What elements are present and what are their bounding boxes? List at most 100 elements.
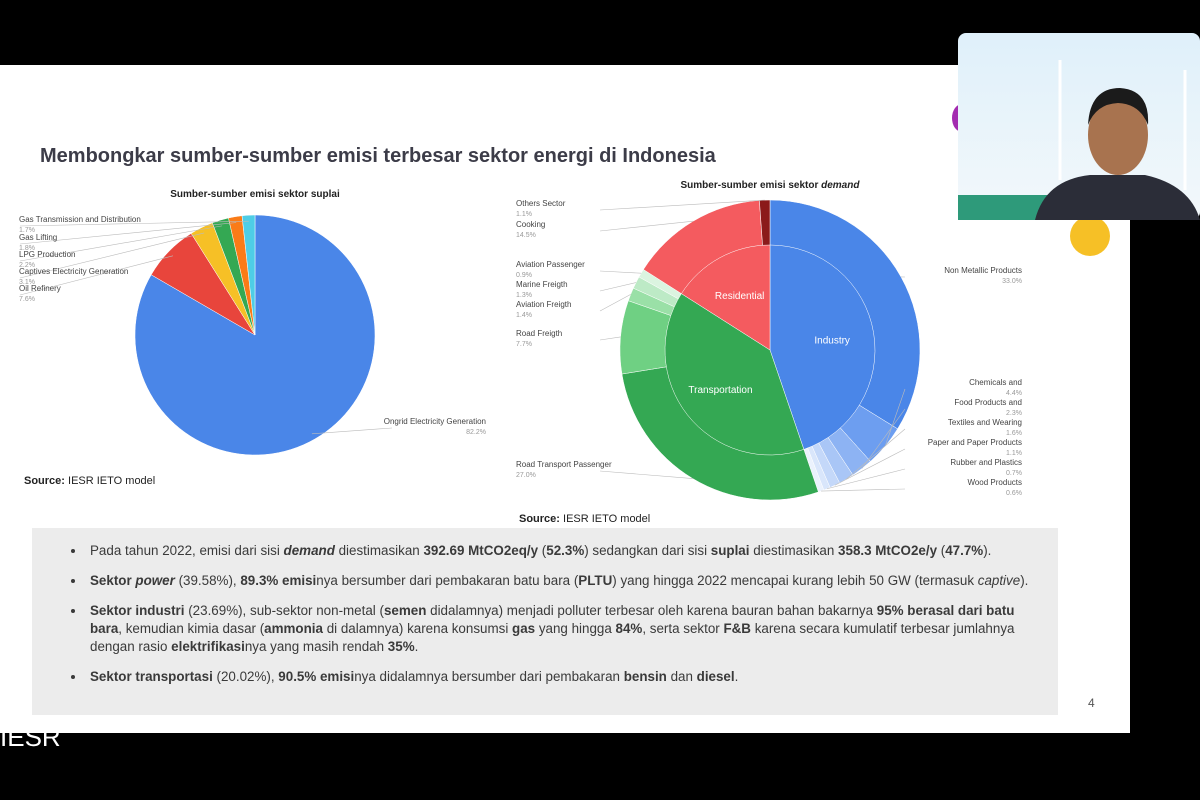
slice-value: 1.3% bbox=[516, 292, 532, 299]
bullet: Sektor transportasi (20.02%), 90.5% emis… bbox=[86, 668, 1038, 686]
text-run: elektrifikasi bbox=[171, 639, 245, 654]
leader-line bbox=[884, 388, 906, 447]
pie-slice bbox=[241, 214, 256, 336]
slice-label: Non Metallic Products bbox=[944, 266, 1022, 275]
logo: IESR bbox=[0, 722, 61, 752]
leader-line bbox=[821, 488, 906, 492]
chart-title: Sumber-sumber emisi sektor suplai bbox=[170, 189, 340, 200]
slice-value: 82.2% bbox=[466, 429, 486, 436]
slice-value: 7.7% bbox=[516, 341, 532, 348]
slice-value: 1.4% bbox=[516, 312, 532, 319]
webcam-feed bbox=[958, 33, 1200, 220]
text-run: ). bbox=[1020, 573, 1029, 588]
text-run: ) yang hingga 2022 mencapai kurang lebih… bbox=[612, 573, 978, 588]
leader-line bbox=[19, 222, 237, 245]
text-run: demand bbox=[283, 543, 335, 558]
sunburst-group bbox=[664, 293, 805, 456]
slice-value: 0.6% bbox=[1006, 490, 1022, 497]
group-label: Transportation bbox=[688, 385, 752, 396]
leader-line bbox=[19, 220, 249, 227]
text-run: 35% bbox=[387, 639, 415, 654]
slice-label: Food Products and bbox=[954, 398, 1022, 407]
slice-label: Ongrid Electricity Generation bbox=[384, 417, 486, 426]
leader-line bbox=[311, 427, 393, 435]
slice-value: 0.9% bbox=[516, 272, 532, 279]
text-run: ( bbox=[538, 543, 547, 558]
slice-label: Gas Lifting bbox=[19, 233, 57, 242]
slice-value: 33.0% bbox=[1002, 278, 1022, 285]
slice-value: 3.1% bbox=[19, 279, 35, 286]
slice-label: Gas Transmission and Distribution bbox=[19, 215, 141, 224]
text-run: captive bbox=[977, 573, 1021, 588]
text-run: diestimasikan bbox=[334, 543, 424, 558]
source: Source: IESR IETO model bbox=[519, 513, 650, 525]
slice-label: Oil Refinery bbox=[19, 284, 61, 293]
text-run: suplai bbox=[710, 543, 750, 558]
text-run: power bbox=[135, 573, 175, 588]
leader-line bbox=[599, 282, 637, 292]
leader-line bbox=[861, 408, 906, 469]
slice-value: 0.7% bbox=[1006, 470, 1022, 477]
sunburst-group bbox=[681, 244, 771, 351]
group-label: Industry bbox=[814, 336, 850, 347]
text-run: ) sedangkan dari sisi bbox=[584, 543, 711, 558]
text-run: . bbox=[414, 639, 419, 654]
sunburst-group bbox=[769, 244, 876, 450]
person-head bbox=[1088, 95, 1148, 175]
text-run: ). bbox=[983, 543, 992, 558]
leader-line bbox=[599, 470, 693, 479]
slice-label: Aviation Freigth bbox=[516, 300, 571, 309]
slice-label: Marine Freigth bbox=[516, 280, 568, 289]
text-run: , kemudian kimia dasar ( bbox=[118, 621, 265, 636]
slice-value: 1.1% bbox=[516, 211, 532, 218]
slice-label: Textiles and Wearing bbox=[948, 418, 1022, 427]
text-run: , serta sektor bbox=[642, 621, 724, 636]
slice-value: 14.5% bbox=[516, 232, 536, 239]
text-run: Source: bbox=[519, 513, 560, 525]
pie-slice bbox=[134, 214, 376, 456]
leader-line bbox=[19, 255, 174, 296]
slice-value: 2.3% bbox=[1006, 410, 1022, 417]
text-run: yang hingga bbox=[535, 621, 616, 636]
text-run: nya bersumber dari pembakaran batu bara … bbox=[316, 573, 579, 588]
text-run: (20.02%), bbox=[212, 669, 279, 684]
slice-value: 1.6% bbox=[1006, 430, 1022, 437]
text-run: 392.69 MtCO2eq/y bbox=[423, 543, 539, 558]
text-run: 52.3% bbox=[546, 543, 585, 558]
leader-line bbox=[599, 220, 694, 232]
text-run: didalamnya) menjadi polluter terbesar ol… bbox=[426, 603, 877, 618]
text-run: dan bbox=[666, 669, 697, 684]
slice-label: Cooking bbox=[516, 220, 545, 229]
text-run: nya didalamnya bersumber dari pembakaran bbox=[354, 669, 624, 684]
bullet: Sektor power (39.58%), 89.3% emisinya be… bbox=[86, 572, 1038, 590]
page-number: 4 bbox=[1088, 696, 1095, 710]
leader-line bbox=[599, 294, 631, 312]
text-run: gas bbox=[512, 621, 536, 636]
text-run: IESR IETO model bbox=[560, 513, 650, 525]
person-hair bbox=[1088, 88, 1149, 125]
leader-line bbox=[19, 225, 223, 262]
slice-label: Wood Products bbox=[967, 478, 1022, 487]
text-run: Sektor bbox=[90, 573, 136, 588]
text-run: ammonia bbox=[264, 621, 323, 636]
text-run: Sektor industri bbox=[90, 603, 185, 618]
slice-value: 4.4% bbox=[1006, 390, 1022, 397]
text-run: F&B bbox=[723, 621, 751, 636]
slice-label: Paper and Paper Products bbox=[928, 438, 1022, 447]
text-run: (39.58%), bbox=[174, 573, 241, 588]
leader-line bbox=[599, 336, 621, 341]
group-label: Residential bbox=[715, 291, 764, 302]
deco-blob bbox=[1070, 216, 1110, 256]
slice-label: Road Transport Passenger bbox=[516, 460, 612, 469]
source: Source: IESR IETO model bbox=[24, 475, 155, 487]
bullet-box: Pada tahun 2022, emisi dari sisi demand … bbox=[32, 528, 1058, 715]
text-run: karena secara kumulatif terbesar jumlahn… bbox=[90, 621, 1015, 654]
leader-line bbox=[834, 448, 906, 486]
text-run: nya yang masih rendah bbox=[244, 639, 388, 654]
slice-value: 27.0% bbox=[516, 472, 536, 479]
chart-title: Sumber-sumber emisi sektor demand bbox=[681, 180, 861, 191]
slice-label: Aviation Passenger bbox=[516, 260, 585, 269]
slide-title: Membongkar sumber-sumber emisi terbesar … bbox=[40, 145, 717, 167]
slice-label: Others Sector bbox=[516, 199, 566, 208]
